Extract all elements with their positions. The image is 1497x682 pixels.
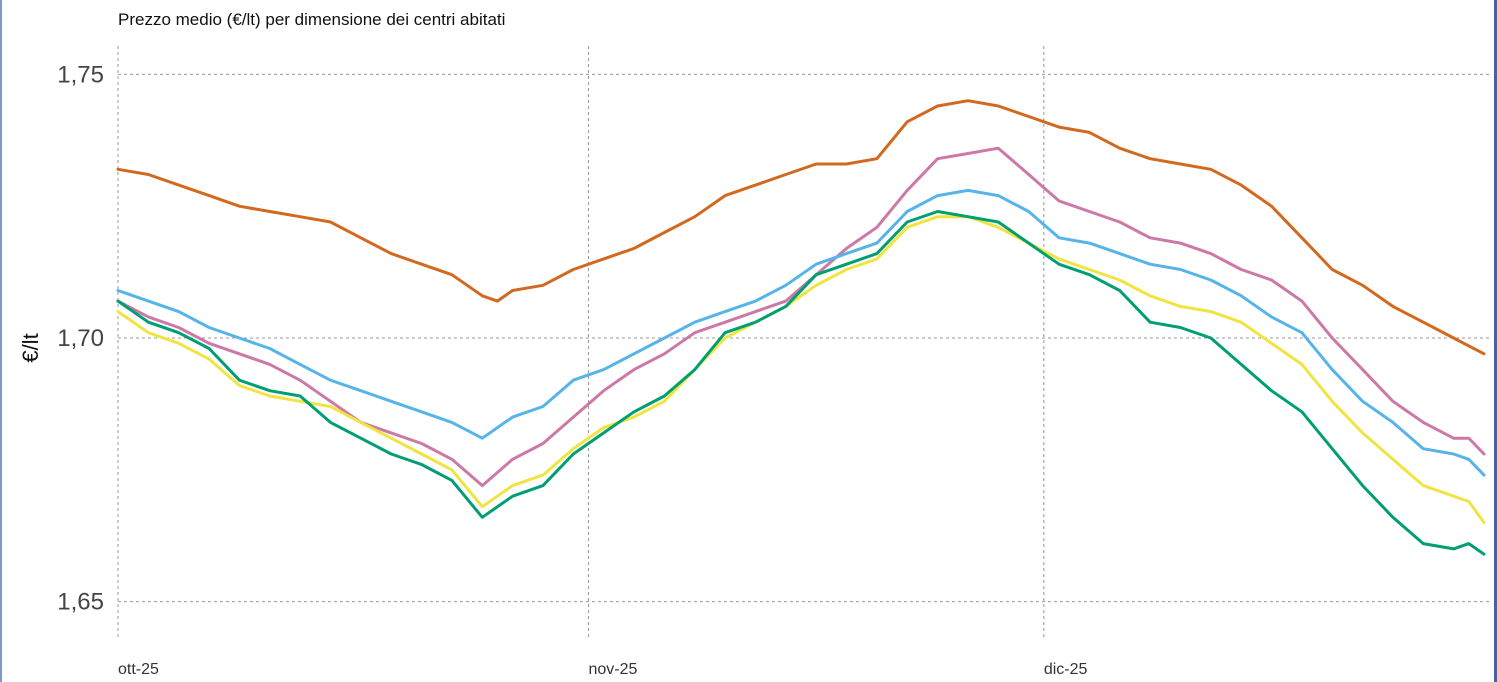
y-tick-label: 1,70 bbox=[57, 325, 104, 352]
y-axis-label: €/lt bbox=[18, 333, 43, 362]
x-tick-label: nov-25 bbox=[589, 661, 638, 678]
series-line-5 bbox=[116, 210, 1486, 556]
series-line-4 bbox=[116, 215, 1486, 524]
y-axis-ticks: 1,65 1,70 1,75 bbox=[57, 61, 104, 615]
x-tick-label: dic-25 bbox=[1044, 661, 1088, 678]
x-axis-ticks: ott-25 nov-25 dic-25 bbox=[118, 661, 1088, 678]
y-tick-label: 1,75 bbox=[57, 61, 104, 88]
x-tick-label: ott-25 bbox=[118, 661, 159, 678]
series-line-3 bbox=[116, 188, 1486, 477]
y-tick-label: 1,65 bbox=[57, 589, 104, 616]
series-line-1 bbox=[116, 99, 1486, 356]
grid bbox=[117, 46, 1492, 638]
chart-title: Prezzo medio (€/lt) per dimensione dei c… bbox=[118, 10, 506, 29]
series-group bbox=[116, 99, 1486, 556]
series-line-2 bbox=[116, 146, 1486, 488]
